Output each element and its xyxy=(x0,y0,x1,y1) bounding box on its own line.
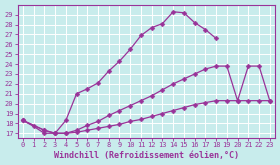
X-axis label: Windchill (Refroidissement éolien,°C): Windchill (Refroidissement éolien,°C) xyxy=(54,151,239,160)
